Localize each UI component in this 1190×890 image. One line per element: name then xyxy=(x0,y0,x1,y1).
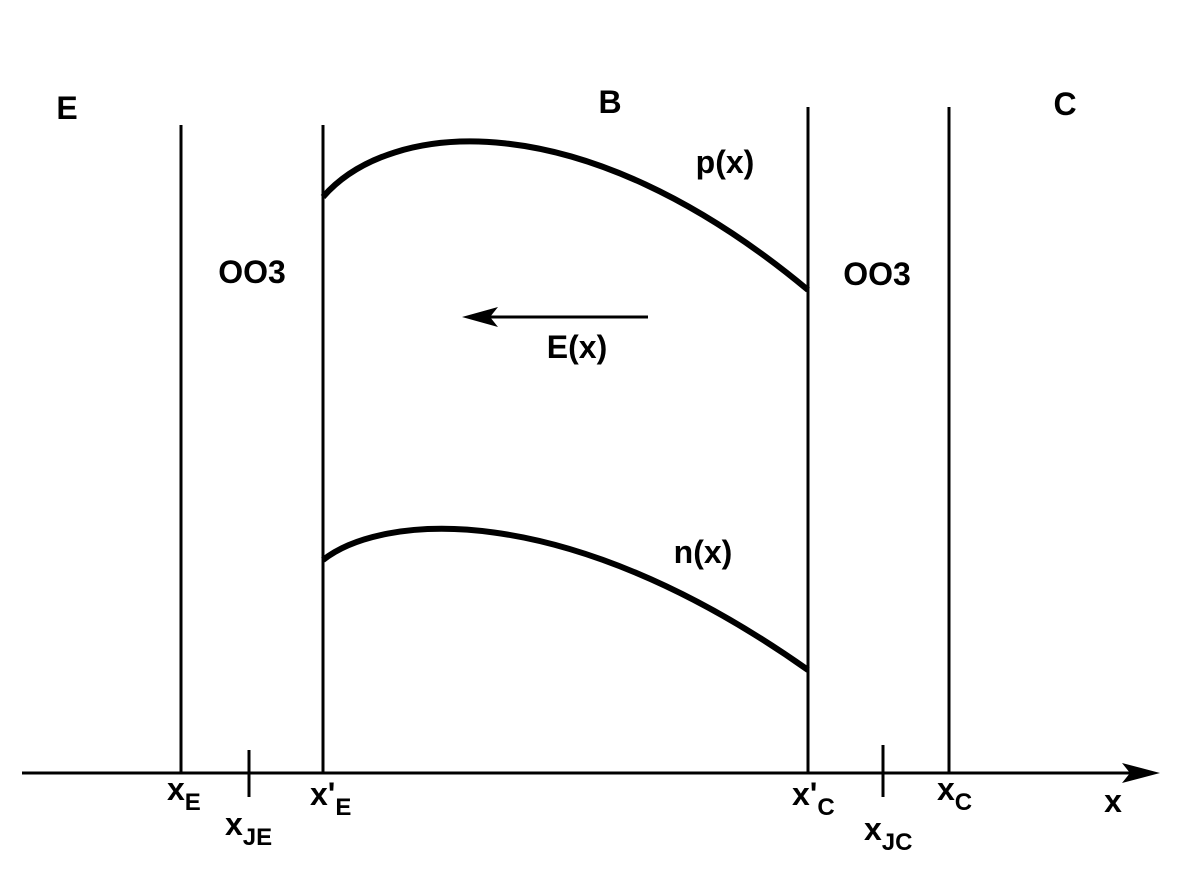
point-main: x xyxy=(167,771,185,807)
point-sub: C xyxy=(955,789,972,816)
point-sub: JE xyxy=(243,824,272,851)
p-curve xyxy=(320,138,810,293)
point-main: x' xyxy=(792,776,817,812)
point-label: x'C xyxy=(792,776,835,821)
point-label: xJC xyxy=(864,811,912,856)
point-sub: E xyxy=(335,794,351,821)
point-main: x xyxy=(864,811,882,847)
point-main: x xyxy=(225,806,243,842)
field-arrowhead xyxy=(462,307,498,327)
curve-label: n(x) xyxy=(674,534,733,570)
oxide-label: OO3 xyxy=(218,254,286,290)
curve-label: p(x) xyxy=(696,144,755,180)
point-label: xJE xyxy=(225,806,272,851)
point-label: x'E xyxy=(310,776,351,821)
oxide-label: OO3 xyxy=(843,256,911,292)
point-label: xC xyxy=(937,771,972,816)
point-main: x xyxy=(937,771,955,807)
region-label: C xyxy=(1053,86,1076,122)
n-curve xyxy=(321,525,810,673)
axis-arrowhead xyxy=(1122,763,1160,783)
point-main: x' xyxy=(310,776,335,812)
point-label: xE xyxy=(167,771,201,816)
axis-label: x xyxy=(1104,783,1122,819)
region-label: E xyxy=(56,90,77,126)
curve-label: E(x) xyxy=(547,329,607,365)
point-sub: E xyxy=(185,789,201,816)
region-label: B xyxy=(598,84,621,120)
point-sub: C xyxy=(817,794,834,821)
point-sub: JC xyxy=(882,829,913,856)
